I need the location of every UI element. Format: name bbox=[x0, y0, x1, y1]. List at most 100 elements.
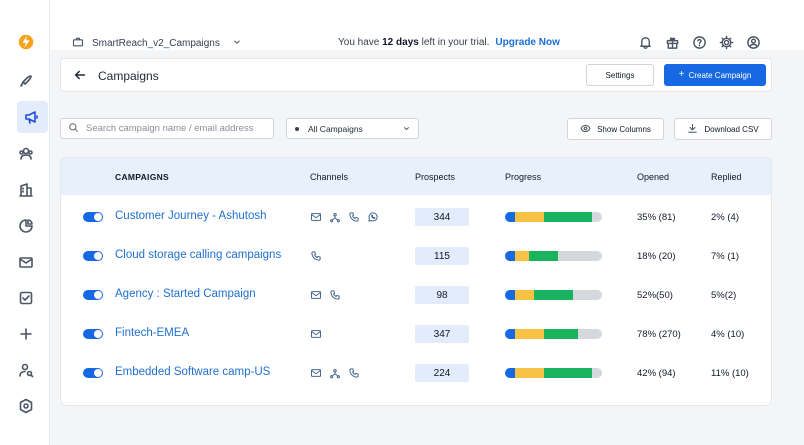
download-csv-button[interactable]: Download CSV bbox=[674, 118, 772, 140]
bell-icon[interactable] bbox=[638, 35, 653, 55]
campaign-filter-select[interactable]: All Campaigns bbox=[286, 118, 419, 139]
channel-icons bbox=[310, 288, 341, 306]
progress-segment bbox=[514, 368, 544, 378]
progress-segment bbox=[514, 212, 544, 222]
progress-segment bbox=[592, 212, 598, 222]
table-row[interactable]: Cloud storage calling campaigns 115 18% (2… bbox=[61, 241, 771, 271]
column-header-campaigns: CAMPAIGNS bbox=[115, 172, 170, 182]
show-columns-label: Show Columns bbox=[597, 124, 651, 134]
progress-segment bbox=[543, 368, 593, 378]
channel-icons bbox=[310, 249, 322, 267]
progress-bar bbox=[505, 251, 602, 261]
show-columns-button[interactable]: Show Columns bbox=[567, 118, 664, 140]
progress-bar bbox=[505, 212, 602, 222]
campaign-name-link[interactable]: Cloud storage calling campaigns bbox=[115, 249, 282, 261]
progress-segment bbox=[505, 368, 515, 378]
campaign-toggle[interactable] bbox=[83, 251, 103, 261]
phone-icon bbox=[329, 288, 341, 306]
campaign-name-link[interactable]: Agency : Started Campaign bbox=[115, 288, 256, 300]
whatsapp-icon bbox=[367, 210, 379, 228]
table-row[interactable]: Embedded Software camp-US 224 42% (94) 11% … bbox=[61, 358, 771, 388]
download-csv-label: Download CSV bbox=[704, 124, 759, 134]
sidebar-item-campaigns[interactable] bbox=[17, 101, 48, 133]
prospects-count[interactable]: 347 bbox=[415, 325, 469, 343]
email-icon bbox=[310, 210, 322, 228]
replied-stat: 5%(2) bbox=[711, 290, 737, 301]
campaign-toggle[interactable] bbox=[83, 290, 103, 300]
help-icon[interactable] bbox=[692, 35, 707, 55]
gear-icon[interactable] bbox=[719, 35, 734, 55]
search-icon bbox=[68, 120, 79, 138]
opened-stat: 18% (20) bbox=[637, 251, 676, 262]
workspace-selector[interactable]: SmartReach_v2_Campaigns bbox=[72, 36, 242, 51]
back-arrow-icon[interactable] bbox=[73, 68, 87, 82]
user-avatar-icon[interactable] bbox=[746, 35, 761, 55]
trial-notice: You have 12 days left in your trial. Upgr… bbox=[338, 37, 560, 48]
opened-stat: 52%(50) bbox=[637, 290, 673, 301]
user-search-icon[interactable] bbox=[16, 360, 36, 380]
page-title: Campaigns bbox=[98, 69, 159, 83]
table-header: CAMPAIGNS Channels Prospects Progress Op… bbox=[61, 158, 771, 195]
campaigns-table: CAMPAIGNS Channels Prospects Progress Op… bbox=[60, 157, 772, 406]
search-input[interactable] bbox=[86, 123, 266, 134]
progress-segment bbox=[514, 290, 535, 300]
progress-bar bbox=[505, 329, 602, 339]
logo-icon[interactable] bbox=[16, 32, 36, 52]
gift-icon[interactable] bbox=[665, 35, 680, 55]
prospects-count[interactable]: 344 bbox=[415, 208, 469, 226]
campaign-toggle[interactable] bbox=[83, 329, 103, 339]
filter-value: All Campaigns bbox=[308, 123, 363, 134]
create-campaign-button[interactable]: + Create Campaign bbox=[664, 64, 766, 86]
rocket-icon[interactable] bbox=[16, 71, 36, 91]
page-header: Campaigns Settings + Create Campaign bbox=[60, 58, 772, 92]
mail-icon[interactable] bbox=[16, 252, 36, 272]
email-icon bbox=[310, 288, 322, 306]
progress-segment bbox=[577, 329, 602, 339]
campaign-name-link[interactable]: Embedded Software camp-US bbox=[115, 366, 271, 378]
progress-segment bbox=[505, 329, 515, 339]
checkbox-icon[interactable] bbox=[16, 288, 36, 308]
settings-button[interactable]: Settings bbox=[586, 64, 654, 86]
building-icon[interactable] bbox=[16, 180, 36, 200]
progress-segment bbox=[543, 329, 578, 339]
channel-icons bbox=[310, 327, 322, 345]
opened-stat: 35% (81) bbox=[637, 212, 676, 223]
progress-segment bbox=[505, 251, 515, 261]
trial-prefix: You have bbox=[338, 37, 383, 48]
campaign-toggle[interactable] bbox=[83, 368, 103, 378]
pie-chart-icon[interactable] bbox=[16, 216, 36, 236]
email-icon bbox=[310, 327, 322, 345]
email-icon bbox=[310, 366, 322, 384]
search-box[interactable] bbox=[60, 118, 274, 139]
chevron-down-icon bbox=[232, 37, 242, 50]
campaign-name-link[interactable]: Customer Journey - Ashutosh bbox=[115, 210, 267, 222]
replied-stat: 4% (10) bbox=[711, 329, 745, 340]
progress-bar bbox=[505, 368, 602, 378]
table-row[interactable]: Agency : Started Campaign 98 52%(50) 5%(2) bbox=[61, 280, 771, 310]
upgrade-link[interactable]: Upgrade Now bbox=[495, 37, 560, 48]
phone-icon bbox=[348, 210, 360, 228]
top-bar: SmartReach_v2_Campaigns You have 12 days… bbox=[50, 0, 804, 50]
people-icon[interactable] bbox=[16, 144, 36, 164]
prospects-count[interactable]: 115 bbox=[415, 247, 469, 265]
hexagon-settings-icon[interactable] bbox=[16, 396, 36, 416]
workspace-name: SmartReach_v2_Campaigns bbox=[92, 38, 220, 49]
campaign-name-link[interactable]: Fintech-EMEA bbox=[115, 327, 190, 339]
sidebar bbox=[0, 0, 50, 445]
table-row[interactable]: Customer Journey - Ashutosh 344 35% (81) 2%… bbox=[61, 202, 771, 232]
trial-suffix: left in your trial. bbox=[418, 37, 490, 48]
chevron-down-icon bbox=[402, 124, 411, 135]
column-header-channels: Channels bbox=[310, 172, 349, 182]
column-header-prospects: Prospects bbox=[415, 172, 456, 182]
prospects-count[interactable]: 224 bbox=[415, 364, 469, 382]
plus-icon[interactable] bbox=[16, 324, 36, 344]
eye-icon bbox=[580, 123, 591, 136]
table-row[interactable]: Fintech-EMEA 347 78% (270) 4% (10) bbox=[61, 319, 771, 349]
plus-icon: + bbox=[678, 69, 685, 80]
progress-segment bbox=[572, 290, 602, 300]
linkedin-icon bbox=[329, 366, 341, 384]
linkedin-icon bbox=[329, 210, 341, 228]
campaign-toggle[interactable] bbox=[83, 212, 103, 222]
prospects-count[interactable]: 98 bbox=[415, 286, 469, 304]
progress-segment bbox=[558, 251, 602, 261]
